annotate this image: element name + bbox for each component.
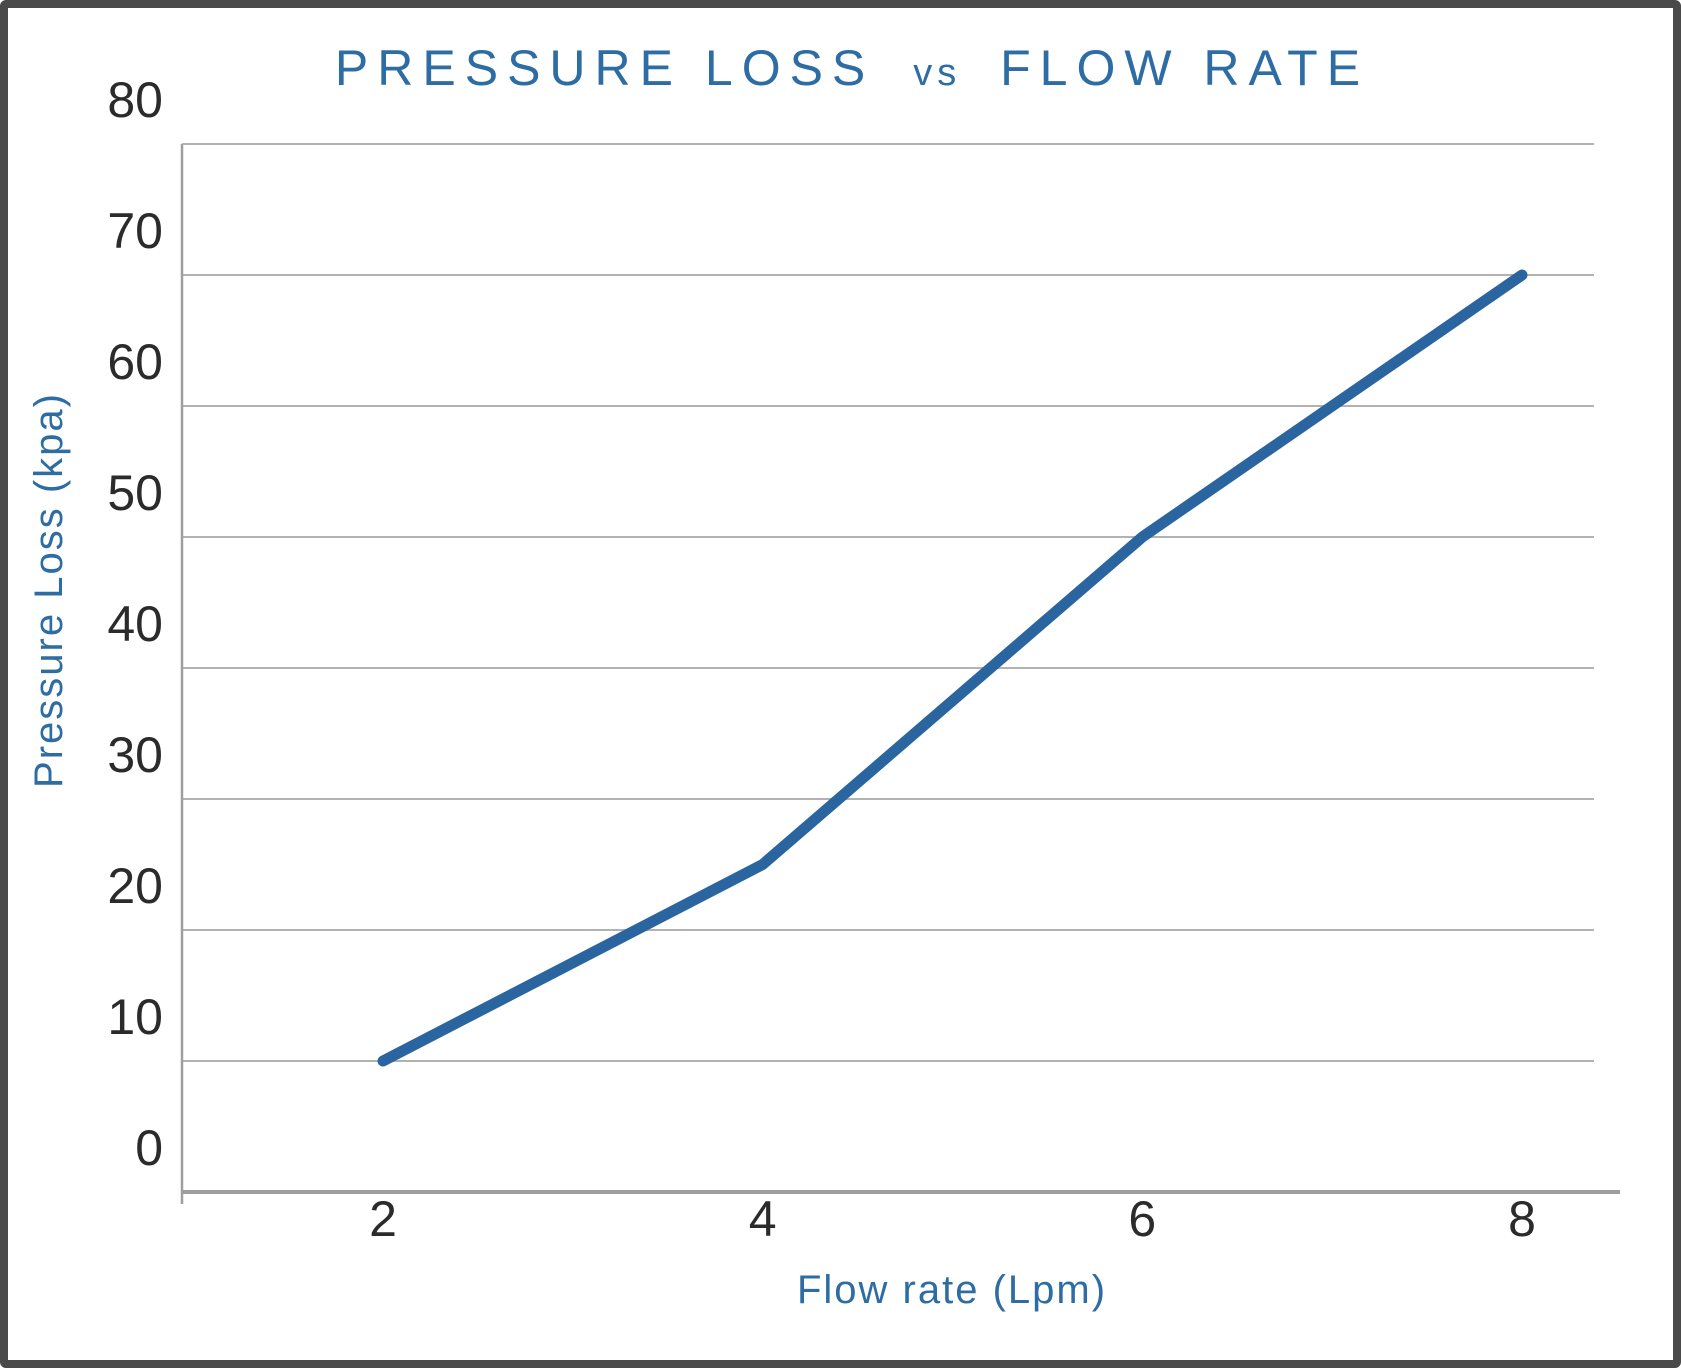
x-tick-label-6: 6 bbox=[1128, 1191, 1156, 1247]
pressure-loss-line bbox=[377, 269, 1528, 1067]
y-tick-label-0: 0 bbox=[135, 1120, 163, 1176]
x-tick-label-8: 8 bbox=[1508, 1191, 1536, 1247]
x-axis-title: Flow rate (Lpm) bbox=[797, 1268, 1107, 1312]
axis-lines bbox=[180, 144, 1620, 1204]
y-tick-label-60: 60 bbox=[107, 334, 163, 390]
y-tick-label-80: 80 bbox=[107, 72, 163, 128]
y-tick-labels: 0 10 20 30 40 50 60 70 80 bbox=[107, 72, 163, 1176]
y-tick-label-10: 10 bbox=[107, 989, 163, 1045]
y-tick-label-20: 20 bbox=[107, 858, 163, 914]
gridlines bbox=[182, 143, 1594, 1062]
pressure-line-group bbox=[377, 269, 1528, 1067]
x-tick-labels: 2 4 6 8 bbox=[369, 1191, 1536, 1247]
y-axis-title: Pressure Loss (kpa) bbox=[27, 392, 71, 788]
y-tick-label-40: 40 bbox=[107, 596, 163, 652]
y-tick-label-70: 70 bbox=[107, 203, 163, 259]
y-tick-label-30: 30 bbox=[107, 727, 163, 783]
x-tick-label-4: 4 bbox=[749, 1191, 777, 1247]
chart-title-part2: FLOW RATE bbox=[1000, 40, 1369, 96]
x-tick-label-2: 2 bbox=[369, 1191, 397, 1247]
chart-title-vs: vs bbox=[913, 52, 961, 94]
chart-title: PRESSURE LOSS vs FLOW RATE bbox=[335, 40, 1369, 96]
chart-title-part1: PRESSURE LOSS bbox=[335, 40, 874, 96]
y-tick-label-50: 50 bbox=[107, 465, 163, 521]
